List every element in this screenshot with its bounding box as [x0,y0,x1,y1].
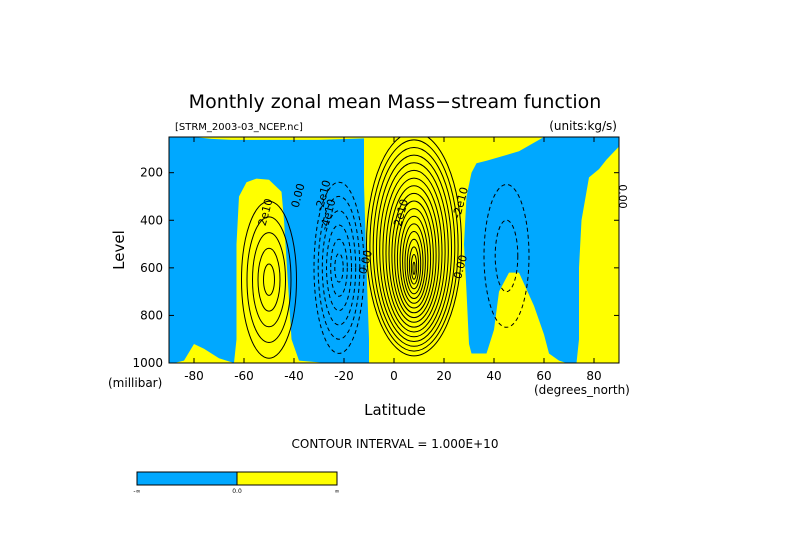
y-tick-label: 800 [140,308,163,322]
contour-southern-hadley [330,238,348,297]
contour-northern-hadley [372,147,456,347]
x-tick-label: -60 [234,369,254,383]
contour-southern-hadley [313,181,365,354]
contour-northern-hadley [410,254,418,280]
shaded-regions [169,137,619,363]
contour-southern-hadley [317,195,361,340]
contour-northern-ferrel [494,219,519,293]
contour-northern-hadley [391,192,437,319]
y-tick-label: 1000 [132,356,163,370]
contour-label: 0.00 [356,249,375,276]
contour-southern-ferrel [241,200,297,359]
contour-southern-ferrel [252,232,286,328]
contour-northern-hadley [388,185,440,323]
y-axis: 200 400 600 800 1000 [132,166,619,370]
contour-southern-hadley [334,252,344,283]
x-tick-label: 80 [586,369,601,383]
contour-northern-hadley [402,223,426,300]
contour-northern-hadley [394,200,434,314]
contour-northern-hadley [366,137,462,357]
colorbar-label-min: -∞ [133,488,140,495]
y-tick-label: 600 [140,261,163,275]
contour-southern-ferrel [257,247,281,312]
contour-southern-hadley [321,210,357,326]
contour-southern-ferrel [263,263,275,296]
x-tick-label: -80 [184,369,204,383]
colorbar-label-max: ∞ [335,488,340,495]
contour-northern-hadley [406,238,422,290]
negative-region-polar [169,267,177,306]
contour-northern-hadley [382,169,446,333]
x-axis-label: Latitude [364,401,426,419]
units-label: (units:kg/s) [549,119,617,133]
contour-lines [241,137,530,359]
contour-southern-ferrel [246,216,292,344]
x-unit-label: (degrees_north) [534,383,630,397]
x-tick-label: 0 [390,369,398,383]
contour-label: 0.00 [289,182,308,209]
x-tick-label: 40 [486,369,501,383]
colorbar-positive [236,471,338,486]
contour-southern-hadley [326,224,352,312]
x-tick-label: 60 [536,369,551,383]
y-tick-label: 200 [140,166,163,180]
y-axis-label: Level [110,230,128,270]
contour-northern-hadley [399,215,429,304]
x-tick-label: -40 [284,369,304,383]
chart-title: Monthly zonal mean Mass−stream function [189,91,602,113]
y-unit-label: (millibar) [108,376,162,390]
colorbar-label-zero: 0.0 [232,488,242,495]
negative-region-south [169,137,369,363]
negative-region-north [464,137,619,363]
contour-northern-hadley [412,261,416,275]
x-tick-label: 20 [436,369,451,383]
contour-northern-ferrel [483,184,530,328]
contour-label: 0.00 [451,253,470,280]
colorbar: -∞ 0.0 ∞ [133,471,340,495]
contour-northern-hadley [369,139,459,352]
file-label: [STRM_2003-03_NCEP.nc] [175,122,303,133]
contour-northern-hadley [385,177,443,328]
contour-northern-hadley [376,154,452,342]
colorbar-negative [136,471,238,486]
x-tick-label: -20 [334,369,354,383]
x-axis: -80 -60 -40 -20 0 20 40 60 80 [184,137,602,383]
contour-northern-hadley [408,246,420,285]
contour-northern-hadley [396,208,432,309]
contour-interval-text: CONTOUR INTERVAL = 1.000E+10 [292,437,499,451]
y-tick-label: 400 [140,213,163,227]
contour-label: 0.00 [616,184,629,209]
contour-northern-hadley [404,231,424,295]
contour-northern-hadley [379,162,449,338]
plot-area [169,137,619,363]
